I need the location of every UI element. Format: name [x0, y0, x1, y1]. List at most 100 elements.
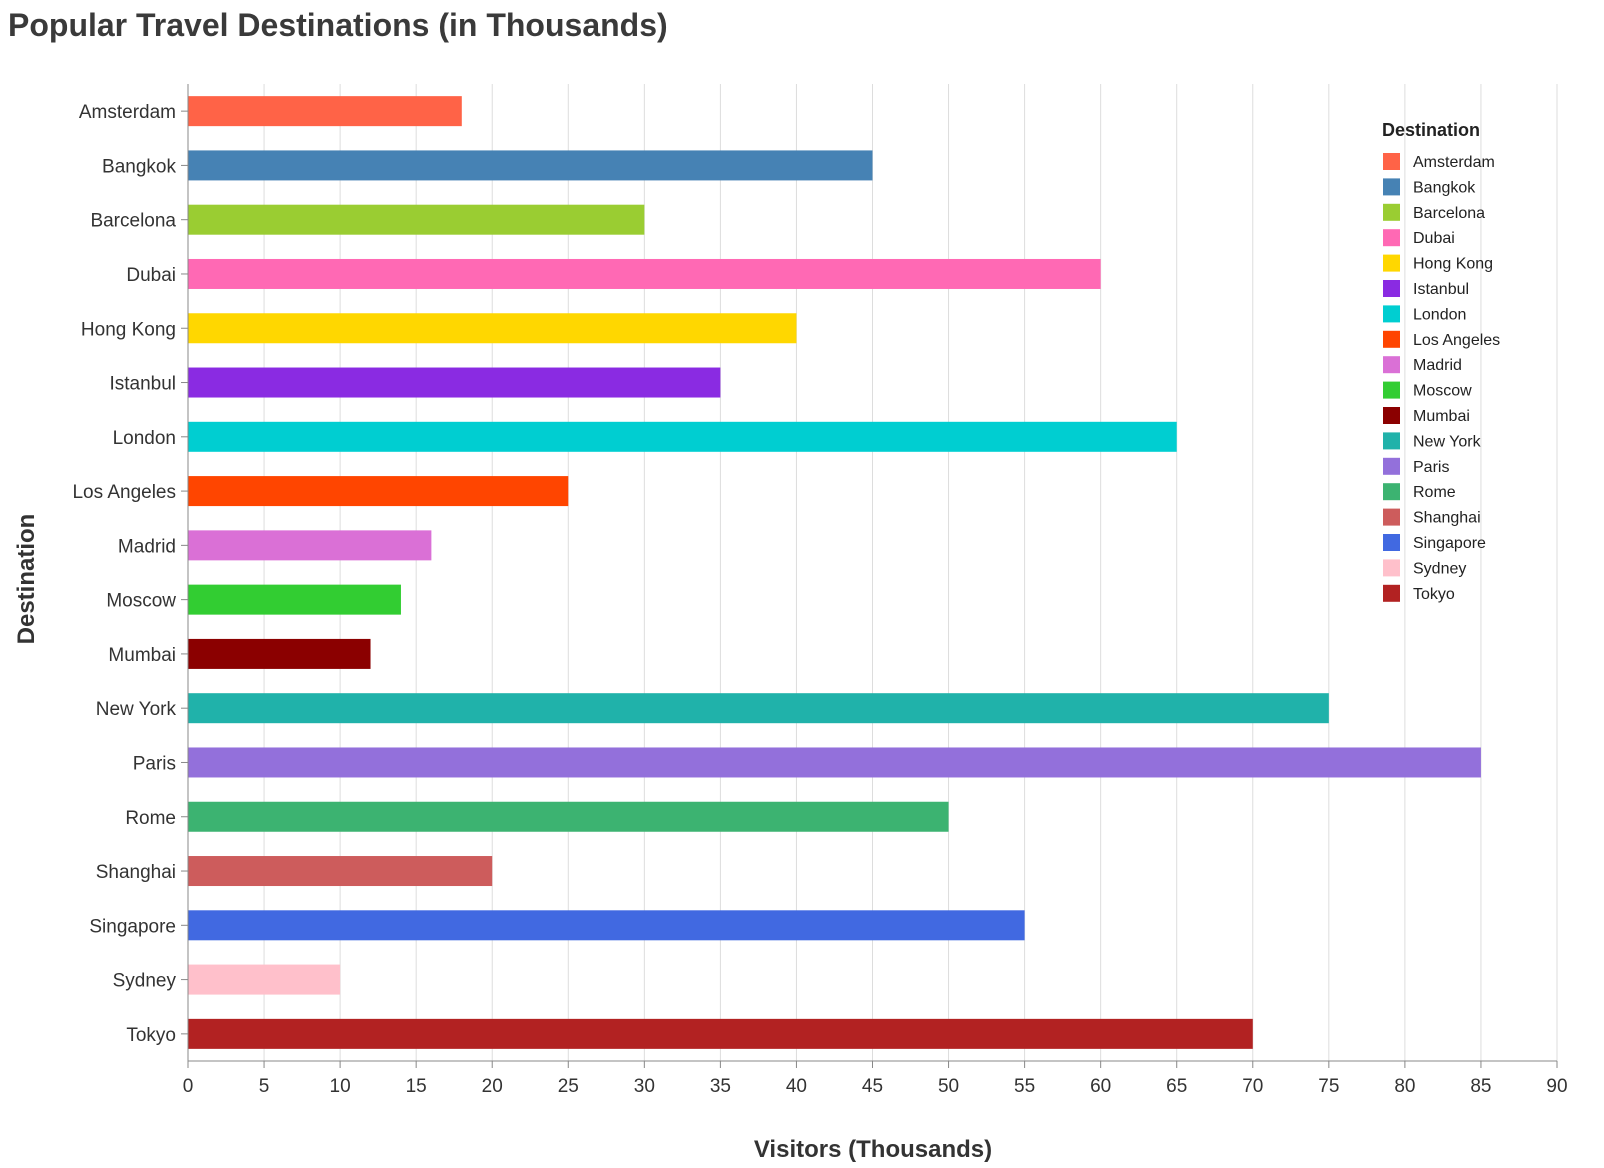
- bar-amsterdam: [188, 96, 462, 127]
- x-tick-label: 70: [1242, 1076, 1263, 1097]
- legend-label: Moscow: [1413, 383, 1472, 400]
- legend-swatch: [1383, 356, 1400, 374]
- legend-swatch: [1383, 381, 1400, 399]
- y-tick-label: New York: [96, 699, 177, 720]
- x-tick-label: 60: [1090, 1076, 1111, 1097]
- x-tick-label: 45: [862, 1076, 883, 1097]
- y-tick-label: Dubai: [126, 265, 176, 286]
- legend-label: Istanbul: [1413, 281, 1469, 298]
- bar-london: [188, 421, 1177, 452]
- bars: [188, 96, 1481, 1049]
- legend-label: New York: [1413, 433, 1482, 450]
- axes: 0 5 10 15 20 25 30 35 40 45 50 55 60 65 70 75 80 85 90 Amst…: [72, 84, 1568, 1097]
- x-tick-label: 20: [482, 1076, 503, 1097]
- x-tick-label: 15: [406, 1076, 427, 1097]
- x-tick-label: 40: [786, 1076, 807, 1097]
- x-tick-label: 75: [1318, 1076, 1339, 1097]
- bar-tokyo: [188, 1018, 1253, 1049]
- x-tick-label: 30: [634, 1076, 655, 1097]
- x-tick-label: 35: [710, 1076, 731, 1097]
- x-tick-label: 0: [183, 1076, 194, 1097]
- legend-label: Madrid: [1413, 357, 1462, 374]
- y-tick-label: Amsterdam: [79, 102, 176, 123]
- y-tick-label: Istanbul: [109, 374, 176, 395]
- y-axis-title: Destination: [13, 514, 40, 645]
- y-tick-label: Singapore: [89, 916, 176, 937]
- legend-label: Singapore: [1413, 535, 1486, 552]
- x-tick-label: 65: [1166, 1076, 1187, 1097]
- legend-swatch: [1383, 457, 1400, 475]
- bar-los-angeles: [188, 476, 569, 507]
- y-tick-label: Sydney: [113, 971, 177, 992]
- legend-swatch: [1383, 584, 1400, 602]
- y-tick-label: Madrid: [118, 536, 176, 557]
- legend-title: Destination: [1382, 120, 1480, 140]
- legend-swatch: [1383, 534, 1400, 551]
- grid: [187, 84, 1558, 1061]
- legend-label: Shanghai: [1413, 510, 1481, 527]
- legend-swatch: [1383, 483, 1400, 501]
- legend-swatch: [1383, 407, 1400, 424]
- legend-swatch: [1383, 280, 1400, 297]
- y-tick-label: London: [113, 428, 176, 449]
- legend-swatch: [1383, 229, 1400, 247]
- chart-title: Popular Travel Destinations (in Thousand…: [8, 7, 668, 43]
- bar-new-york: [188, 693, 1329, 724]
- bar-moscow: [188, 584, 401, 615]
- legend-label: Barcelona: [1413, 205, 1485, 222]
- bar-dubai: [188, 258, 1101, 289]
- legend-swatch: [1383, 330, 1400, 348]
- y-tick-label: Mumbai: [108, 645, 176, 666]
- bar-singapore: [188, 910, 1025, 941]
- bar-paris: [188, 747, 1481, 778]
- legend-swatch: [1383, 178, 1400, 196]
- bar-barcelona: [188, 204, 645, 235]
- legend-label: Paris: [1413, 459, 1449, 476]
- y-tick-label: Barcelona: [90, 211, 176, 232]
- y-tick-label: Hong Kong: [81, 319, 176, 340]
- y-tick-label: Los Angeles: [72, 482, 176, 503]
- y-tick-label: Moscow: [106, 591, 176, 612]
- y-tick-label: Bangkok: [102, 156, 176, 177]
- legend-swatch: [1383, 305, 1400, 323]
- x-tick-label: 5: [259, 1076, 270, 1097]
- legend-swatch: [1383, 559, 1400, 577]
- bar-istanbul: [188, 367, 721, 398]
- legend-label: Hong Kong: [1413, 256, 1493, 273]
- x-tick-label: 50: [938, 1076, 959, 1097]
- y-tick-label: Paris: [133, 753, 176, 774]
- legend: Destination Amsterdam Bangkok Barcelona Dub…: [1382, 120, 1500, 603]
- x-axis-title: Visitors (Thousands): [754, 1136, 992, 1163]
- x-tick-label: 90: [1546, 1076, 1567, 1097]
- x-tick-label: 85: [1470, 1076, 1491, 1097]
- y-tick-label: Shanghai: [96, 862, 176, 883]
- x-tick-label: 10: [330, 1076, 351, 1097]
- legend-label: Tokyo: [1413, 586, 1455, 603]
- legend-swatch: [1383, 203, 1400, 221]
- legend-label: Dubai: [1413, 230, 1455, 247]
- legend-swatch: [1383, 254, 1400, 272]
- x-tick-label: 55: [1014, 1076, 1035, 1097]
- bar-mumbai: [188, 638, 371, 669]
- bar-madrid: [188, 530, 432, 561]
- legend-label: Amsterdam: [1413, 154, 1495, 171]
- x-tick-label: 25: [558, 1076, 579, 1097]
- legend-swatch: [1383, 508, 1400, 526]
- legend-label: Los Angeles: [1413, 332, 1500, 349]
- legend-swatch: [1383, 432, 1400, 450]
- legend-label: London: [1413, 306, 1466, 323]
- bar-shanghai: [188, 856, 493, 887]
- bar-rome: [188, 801, 949, 832]
- legend-label: Mumbai: [1413, 408, 1470, 425]
- x-tick-label: 80: [1394, 1076, 1415, 1097]
- legend-label: Sydney: [1413, 560, 1466, 577]
- bar-sydney: [188, 964, 341, 995]
- bar-bangkok: [188, 150, 873, 181]
- y-tick-label: Rome: [125, 808, 176, 829]
- legend-label: Rome: [1413, 484, 1456, 501]
- bar-hong-kong: [188, 313, 797, 344]
- y-tick-label: Tokyo: [126, 1025, 176, 1046]
- legend-swatch: [1383, 153, 1400, 170]
- legend-label: Bangkok: [1413, 179, 1476, 196]
